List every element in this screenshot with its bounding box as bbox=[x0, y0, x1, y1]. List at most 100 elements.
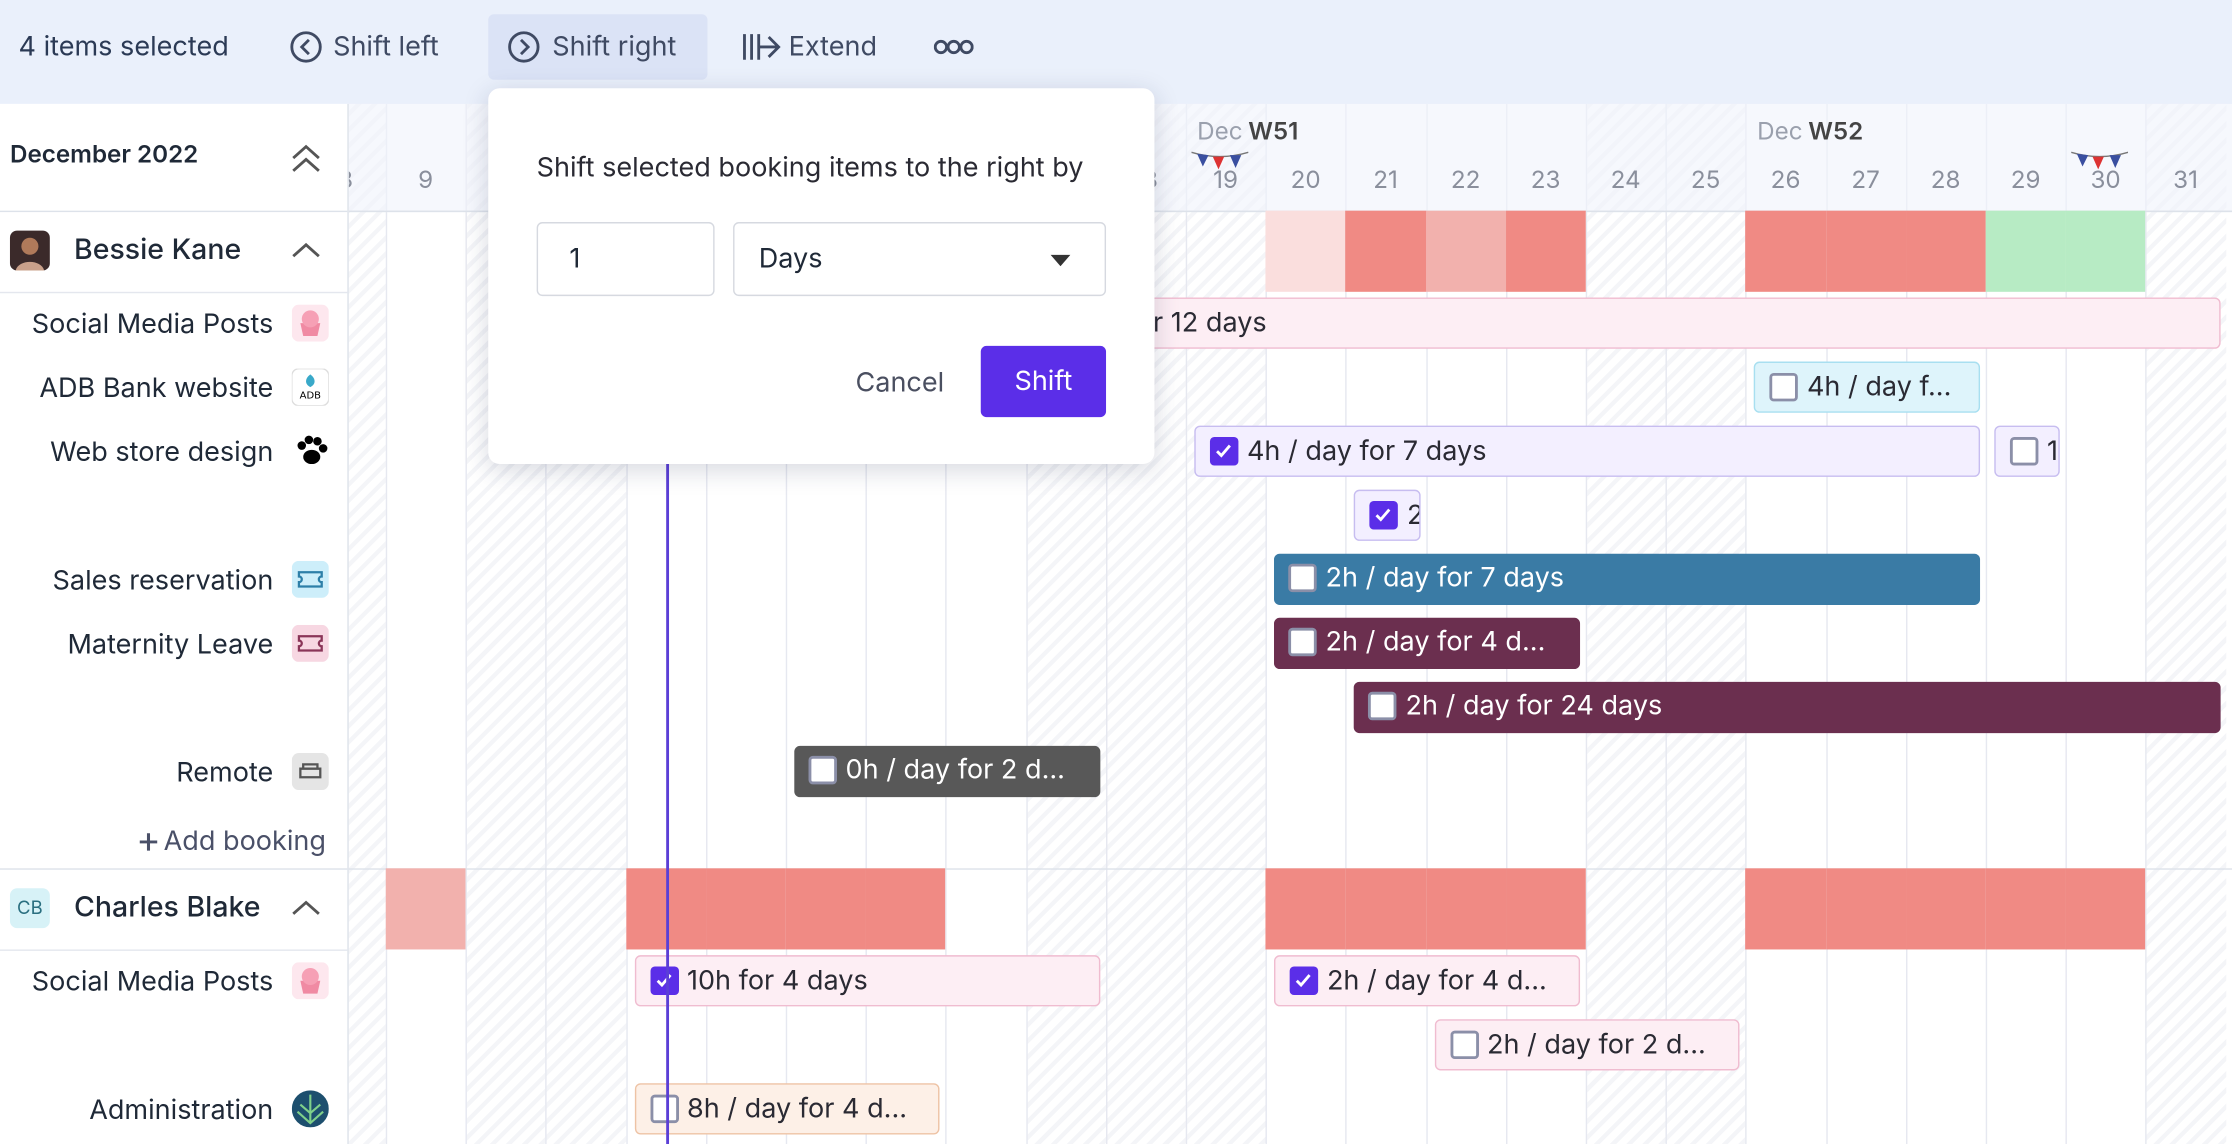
booking-checkbox[interactable] bbox=[1769, 372, 1799, 402]
capacity-cell bbox=[1825, 868, 1906, 950]
shift-left-icon bbox=[290, 31, 322, 63]
day-column bbox=[1985, 103, 2066, 1144]
booking-checkbox[interactable] bbox=[1369, 501, 1399, 530]
project-name: Administration bbox=[89, 1093, 274, 1126]
person-name: Charles Blake bbox=[74, 889, 261, 924]
shift-right-button[interactable]: Shift right bbox=[552, 29, 677, 63]
project-icon bbox=[291, 304, 329, 342]
extend-button[interactable]: Extend bbox=[788, 29, 878, 63]
week-number: W51 bbox=[1248, 118, 1299, 147]
capacity-cell bbox=[1825, 210, 1906, 292]
booking-checkbox[interactable] bbox=[1209, 437, 1239, 466]
shift-right-icon bbox=[508, 31, 540, 63]
shift-left-button[interactable]: Shift left bbox=[333, 29, 439, 63]
day-number: 21 bbox=[1373, 166, 1398, 196]
booking-checkbox[interactable] bbox=[1288, 627, 1317, 657]
booking-label: 2h / day for 7 days bbox=[1325, 560, 1565, 594]
capacity-cell bbox=[1905, 868, 1986, 950]
capacity-cell bbox=[1425, 210, 1506, 292]
booking-label: 2h / day for 4 d... bbox=[1326, 963, 1547, 997]
day-number: 19 bbox=[1213, 166, 1239, 196]
day-number: 9 bbox=[418, 166, 434, 196]
shift-button[interactable]: Shift bbox=[980, 345, 1107, 418]
project-icon bbox=[292, 433, 329, 470]
week-prefix: Dec bbox=[1757, 118, 1803, 147]
day-column bbox=[1265, 103, 1346, 1144]
booking[interactable]: 4h / day for 7 days bbox=[1194, 425, 1981, 477]
project-icon bbox=[291, 560, 329, 598]
booking-label: 2h / day for 24 days bbox=[1405, 688, 1663, 722]
booking-label: 8h / day for 4 d... bbox=[686, 1091, 908, 1125]
row-divider bbox=[0, 949, 348, 951]
booking-label: or 12 days bbox=[1136, 306, 1267, 339]
booking-checkbox[interactable] bbox=[1368, 691, 1397, 721]
amount-input[interactable]: 1 bbox=[536, 222, 715, 297]
capacity-cell bbox=[1425, 868, 1506, 950]
more-button[interactable] bbox=[933, 37, 974, 57]
project-name: Maternity Leave bbox=[67, 627, 274, 661]
day-number: 20 bbox=[1290, 166, 1321, 196]
booking[interactable]: 2h / day for 7 days bbox=[1274, 553, 1981, 605]
day-number: 24 bbox=[1610, 166, 1641, 196]
person-name: Bessie Kane bbox=[74, 232, 242, 267]
row-divider bbox=[0, 291, 348, 294]
week-label: Dec W52 bbox=[1757, 118, 1863, 146]
project-name: Web store design bbox=[50, 435, 274, 469]
project-name: ADB Bank website bbox=[39, 371, 274, 405]
resource-panel: December 2022 Bessie Kane Social Media Po… bbox=[0, 103, 349, 1144]
project-name: Social Media Posts bbox=[31, 307, 274, 341]
day-column bbox=[385, 103, 466, 1144]
capacity-cell bbox=[385, 868, 466, 950]
cancel-button[interactable]: Cancel bbox=[855, 365, 945, 399]
day-number: 28 bbox=[1930, 166, 1961, 196]
capacity-cell bbox=[705, 868, 786, 950]
day-column bbox=[945, 103, 1026, 1144]
booking-checkbox[interactable] bbox=[1289, 966, 1319, 996]
collapse-person[interactable] bbox=[290, 894, 321, 922]
booking-label: 2 bbox=[1407, 498, 1419, 531]
capacity-cell bbox=[1265, 868, 1346, 950]
booking-checkbox[interactable] bbox=[649, 966, 679, 996]
toolbar: 4 items selected Shift left Shift right … bbox=[0, 0, 2232, 104]
project-icon bbox=[291, 1090, 329, 1128]
svg-text:ADB: ADB bbox=[300, 391, 321, 402]
capacity-cell bbox=[865, 868, 946, 950]
add-booking[interactable]: + Add booking bbox=[136, 818, 326, 862]
shift-popup: Shift selected booking items to the righ… bbox=[488, 88, 1155, 465]
month-label: December 2022 bbox=[9, 140, 199, 170]
booking-checkbox[interactable] bbox=[649, 1094, 679, 1124]
day-column bbox=[1825, 103, 1906, 1144]
booking-checkbox[interactable] bbox=[808, 755, 838, 785]
booking[interactable]: 10h for 4 days bbox=[634, 955, 1101, 1007]
capacity-cell bbox=[785, 868, 866, 950]
day-column bbox=[1745, 103, 1826, 1144]
dropdown-arrow bbox=[1050, 254, 1071, 267]
day-column bbox=[2145, 103, 2226, 1144]
booking[interactable]: 2 bbox=[1354, 489, 1421, 541]
booking[interactable]: 1 bbox=[1994, 425, 2061, 477]
booking[interactable]: 2h / day for 4 d... bbox=[1274, 617, 1581, 670]
day-number: 26 bbox=[1770, 166, 1801, 196]
project-name: Social Media Posts bbox=[31, 965, 274, 998]
unit-select[interactable]: Days bbox=[733, 222, 1107, 297]
booking-checkbox[interactable] bbox=[2009, 437, 2039, 466]
booking-checkbox[interactable] bbox=[1449, 1030, 1479, 1060]
booking[interactable]: 0h / day for 2 d... bbox=[794, 745, 1101, 798]
booking[interactable]: 8h / day for 4 d... bbox=[634, 1083, 941, 1135]
day-number: 30 bbox=[2090, 166, 2121, 196]
collapse-all[interactable] bbox=[289, 141, 323, 175]
booking[interactable]: 4h / day f... bbox=[1754, 361, 1981, 413]
booking[interactable]: 2h / day for 24 days bbox=[1354, 681, 2221, 734]
day-number: 29 bbox=[2010, 166, 2041, 196]
avatar bbox=[9, 230, 50, 271]
booking-checkbox[interactable] bbox=[1288, 563, 1317, 593]
day-number: 31 bbox=[2173, 166, 2198, 196]
booking[interactable]: 2h / day for 4 d... bbox=[1274, 955, 1581, 1007]
unit-value: Days bbox=[758, 241, 823, 275]
booking-label: 1 bbox=[2046, 434, 2058, 467]
booking-label: 4h / day for 7 days bbox=[1246, 434, 1487, 467]
collapse-person[interactable] bbox=[290, 236, 321, 264]
booking[interactable]: 2h / day for 2 d... bbox=[1434, 1019, 1741, 1071]
project-icon: ADB bbox=[291, 367, 330, 407]
capacity-cell bbox=[1265, 210, 1346, 292]
